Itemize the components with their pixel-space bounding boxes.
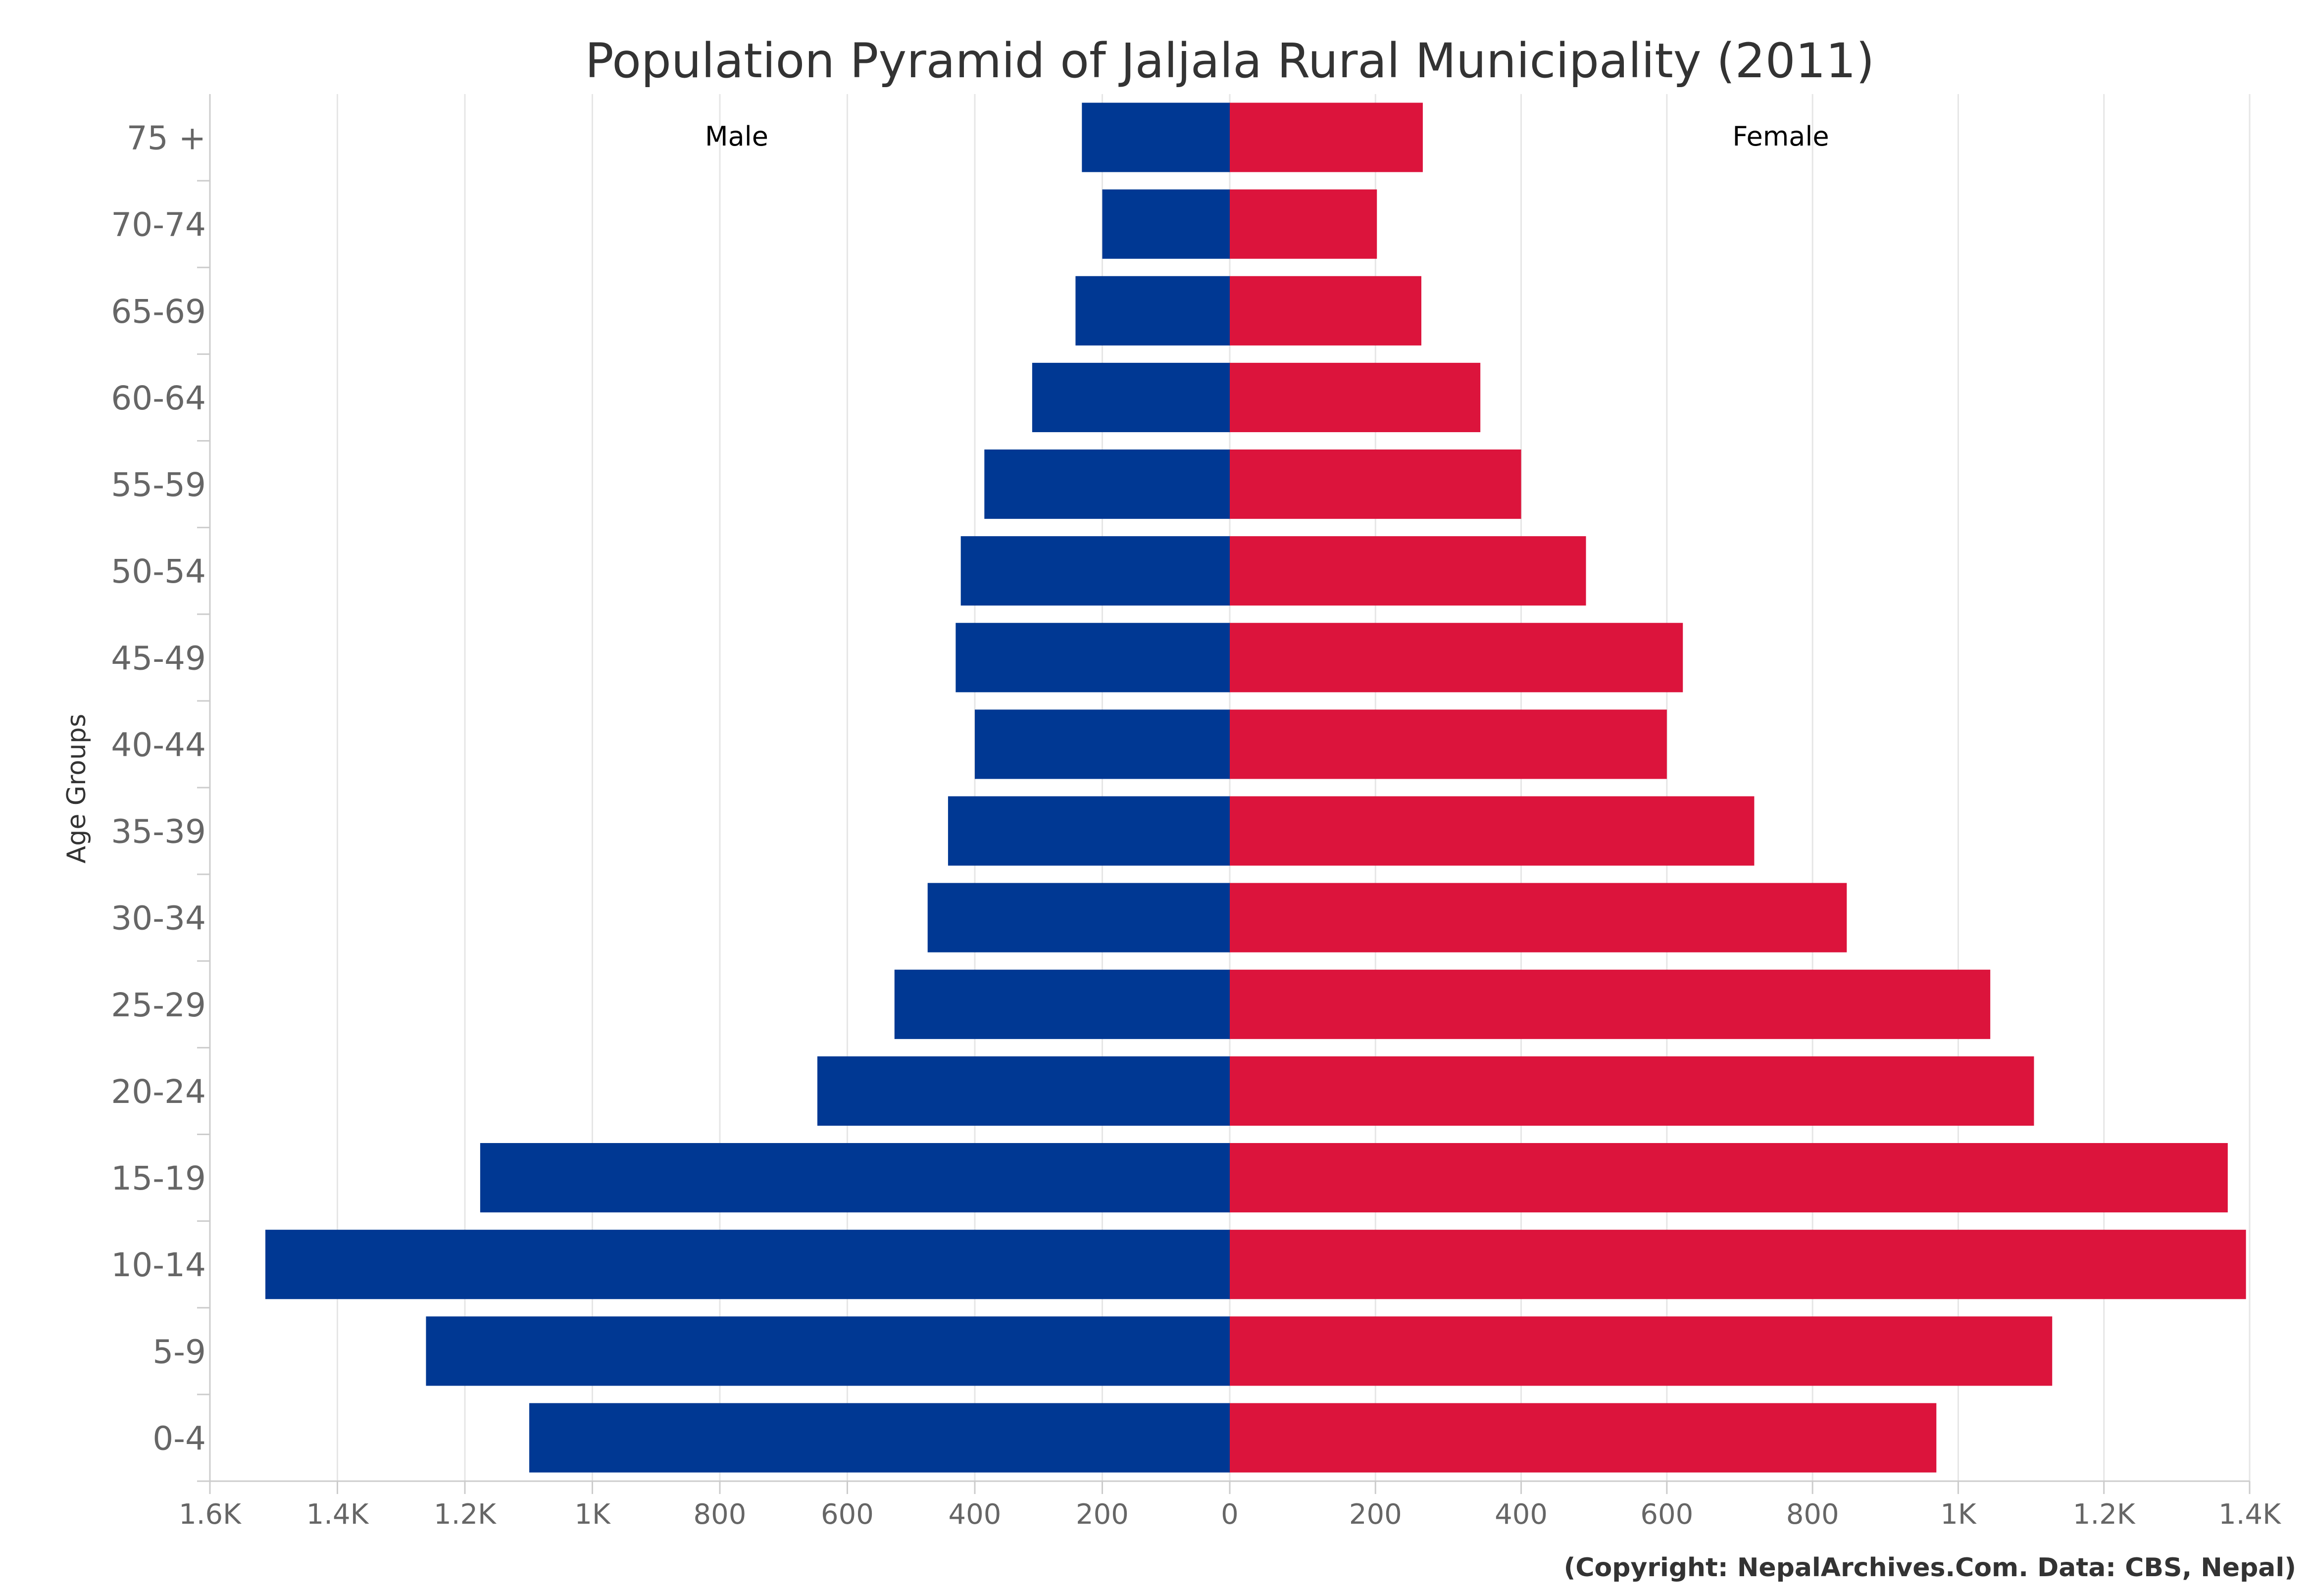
y-tick-label: 60-64 [111,379,206,417]
female-series-label: Female [1732,121,1829,152]
y-tick-label: 70-74 [111,206,206,244]
x-tick-label: 1K [574,1498,611,1531]
y-tick-label: 65-69 [111,293,206,331]
male-bar [265,1230,1230,1299]
male-bar [927,883,1230,952]
y-axis-title: Age Groups [62,714,92,864]
female-bar [1230,969,1991,1039]
female-bar [1230,102,1423,172]
male-bar [1102,189,1230,259]
x-tick-label: 1.4K [306,1498,369,1531]
female-bar [1230,709,1667,779]
x-tick-label: 1K [1940,1498,1977,1531]
y-tick-label: 45-49 [111,639,206,677]
x-tick-label: 600 [821,1498,874,1531]
male-bar [426,1316,1230,1386]
y-tick-label: 40-44 [111,726,206,764]
y-tick-label: 30-34 [111,899,206,938]
male-bar [960,536,1230,606]
female-bar [1230,1143,2228,1213]
x-tick-label: 400 [949,1498,1002,1531]
x-tick-label: 1.4K [2218,1498,2281,1531]
bars [265,102,2246,1473]
y-tick-label: 35-39 [111,813,206,851]
male-bar [480,1143,1230,1213]
male-bar [955,623,1230,693]
x-tick-label: 1.2K [2073,1498,2136,1531]
x-tick-label: 200 [1076,1498,1129,1531]
x-tick-label: 400 [1495,1498,1548,1531]
female-bar [1230,1316,2053,1386]
x-tick-label: 1.6K [179,1498,242,1531]
male-bar [975,709,1230,779]
female-bar [1230,276,1421,346]
male-series-label: Male [705,121,768,152]
male-bar [1032,362,1230,432]
female-bar [1230,883,1847,952]
male-bar [984,449,1230,519]
y-tick-label: 20-24 [111,1073,206,1111]
chart-title: Population Pyramid of Jaljala Rural Muni… [585,33,1875,89]
female-bar [1230,796,1755,866]
female-bar [1230,449,1521,519]
female-bar [1230,189,1377,259]
y-tick-label: 5-9 [152,1333,206,1371]
female-bar [1230,1056,2034,1126]
male-bar [1075,276,1230,346]
y-tick-label: 50-54 [111,552,206,591]
x-tick-label: 600 [1640,1498,1693,1531]
male-bar [894,969,1230,1039]
y-tick-label: 75 + [127,119,206,157]
y-tick-label: 0-4 [152,1419,206,1457]
male-bar [948,796,1230,866]
y-tick-label: 15-19 [111,1159,206,1197]
male-bar [817,1056,1230,1126]
y-tick-label: 25-29 [111,986,206,1024]
female-bar [1230,623,1683,693]
data-credit: (Copyright: NepalArchives.Com. Data: CBS… [1564,1553,2296,1583]
female-bar [1230,1403,1937,1473]
x-tick-label: 1.2K [434,1498,497,1531]
y-tick-label: 55-59 [111,466,206,504]
axes: 1.6K 1.4K 1.2K 1K 800 600 400 200 0 200 400 600 800 1… [111,94,2281,1531]
x-tick-label: 800 [694,1498,747,1531]
male-bar [1082,102,1230,172]
y-tick-label: 10-14 [111,1246,206,1284]
x-tick-label: 800 [1786,1498,1839,1531]
x-tick-label: 0 [1221,1498,1239,1531]
female-bar [1230,536,1586,606]
male-bar [529,1403,1230,1473]
female-bar [1230,362,1481,432]
x-tick-label: 200 [1349,1498,1402,1531]
female-bar [1230,1230,2246,1299]
